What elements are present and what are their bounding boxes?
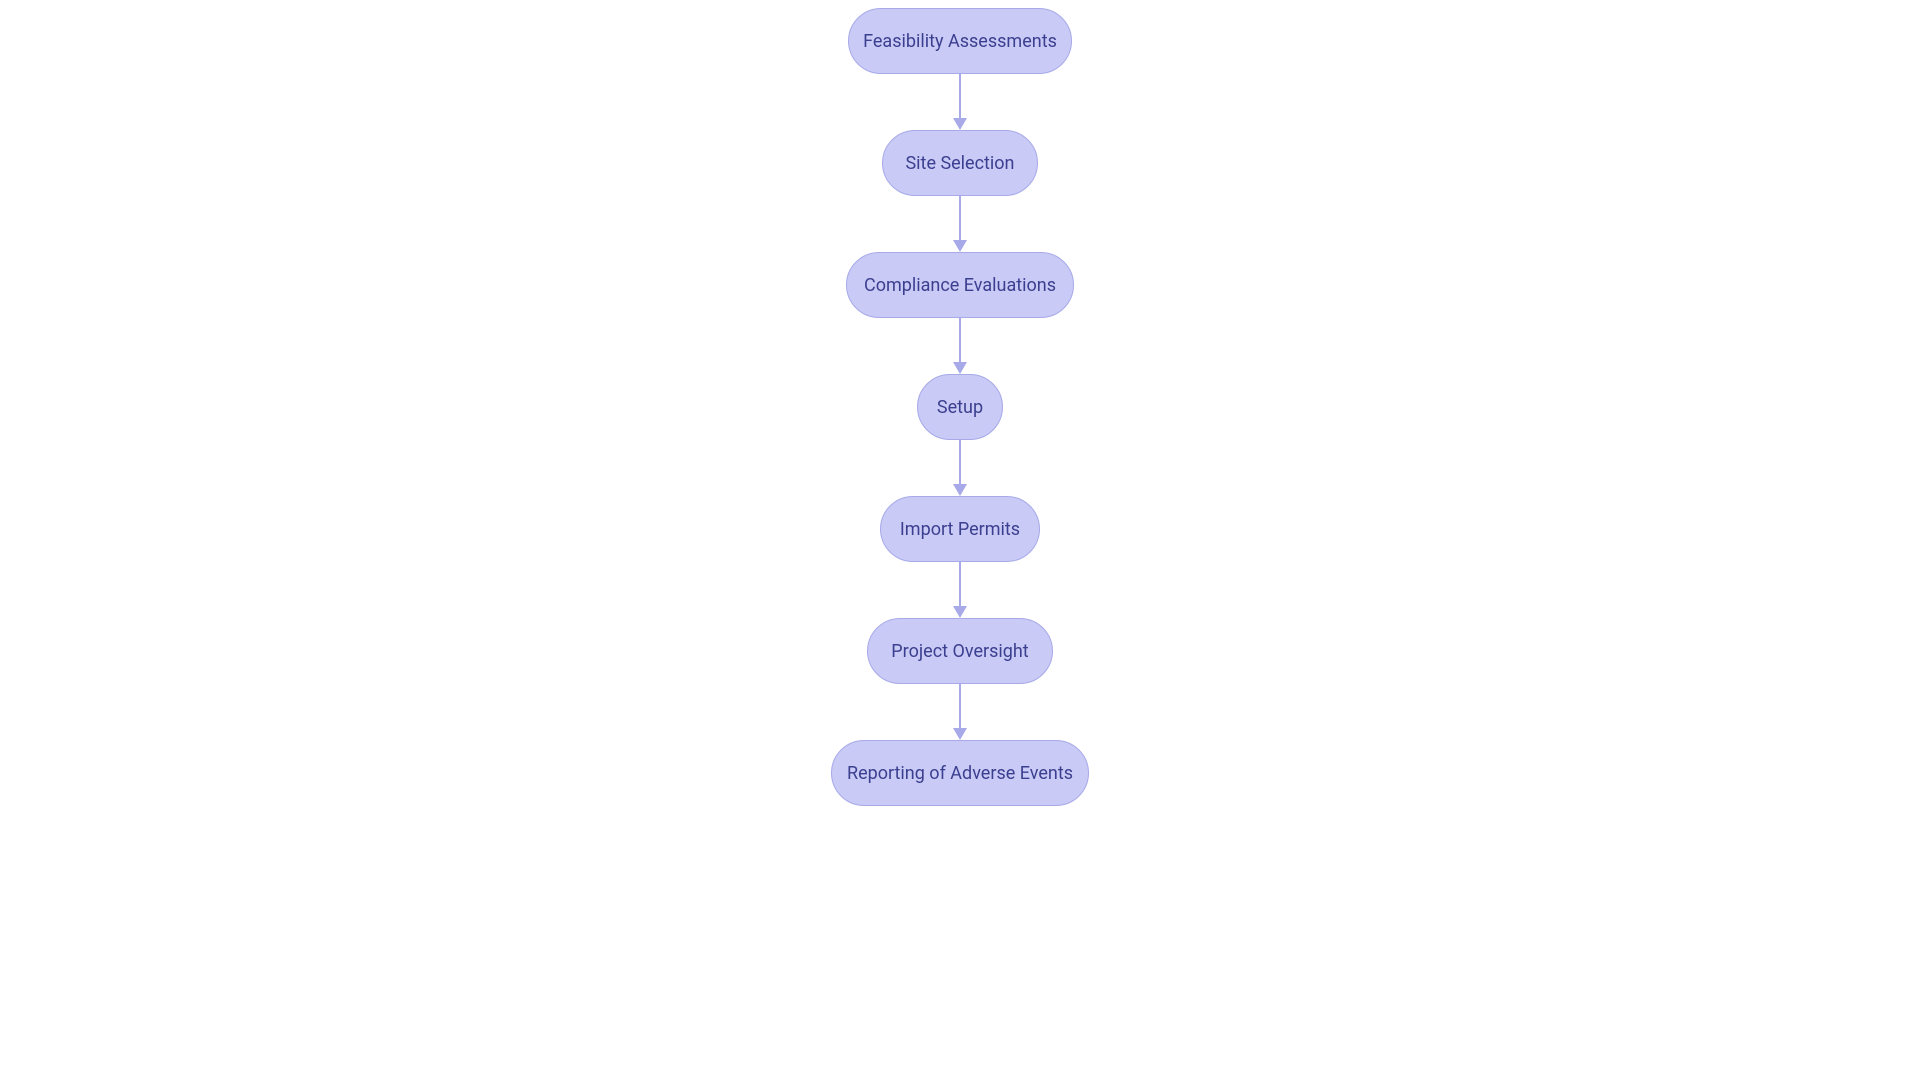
flowchart-node: Feasibility Assessments xyxy=(848,8,1072,74)
node-label: Feasibility Assessments xyxy=(863,31,1057,52)
arrow-down-icon xyxy=(953,728,967,740)
flowchart-connector xyxy=(953,196,967,252)
connector-line xyxy=(959,318,961,362)
flowchart-connector xyxy=(953,318,967,374)
connector-line xyxy=(959,440,961,484)
flowchart-node: Setup xyxy=(917,374,1003,440)
connector-line xyxy=(959,196,961,240)
node-label: Project Oversight xyxy=(891,641,1028,662)
arrow-down-icon xyxy=(953,484,967,496)
flowchart-connector xyxy=(953,440,967,496)
flowchart-node: Project Oversight xyxy=(867,618,1053,684)
connector-line xyxy=(959,684,961,728)
arrow-down-icon xyxy=(953,240,967,252)
node-label: Setup xyxy=(937,397,983,418)
node-label: Reporting of Adverse Events xyxy=(847,763,1073,784)
flowchart-container: Feasibility Assessments Site Selection Com… xyxy=(831,8,1089,806)
connector-line xyxy=(959,562,961,606)
connector-line xyxy=(959,74,961,118)
flowchart-node: Reporting of Adverse Events xyxy=(831,740,1089,806)
flowchart-node: Compliance Evaluations xyxy=(846,252,1074,318)
arrow-down-icon xyxy=(953,118,967,130)
flowchart-node: Import Permits xyxy=(880,496,1040,562)
node-label: Import Permits xyxy=(900,519,1020,540)
node-label: Site Selection xyxy=(905,153,1014,174)
arrow-down-icon xyxy=(953,362,967,374)
node-label: Compliance Evaluations xyxy=(864,275,1056,296)
flowchart-connector xyxy=(953,684,967,740)
flowchart-connector xyxy=(953,562,967,618)
flowchart-node: Site Selection xyxy=(882,130,1038,196)
flowchart-connector xyxy=(953,74,967,130)
arrow-down-icon xyxy=(953,606,967,618)
